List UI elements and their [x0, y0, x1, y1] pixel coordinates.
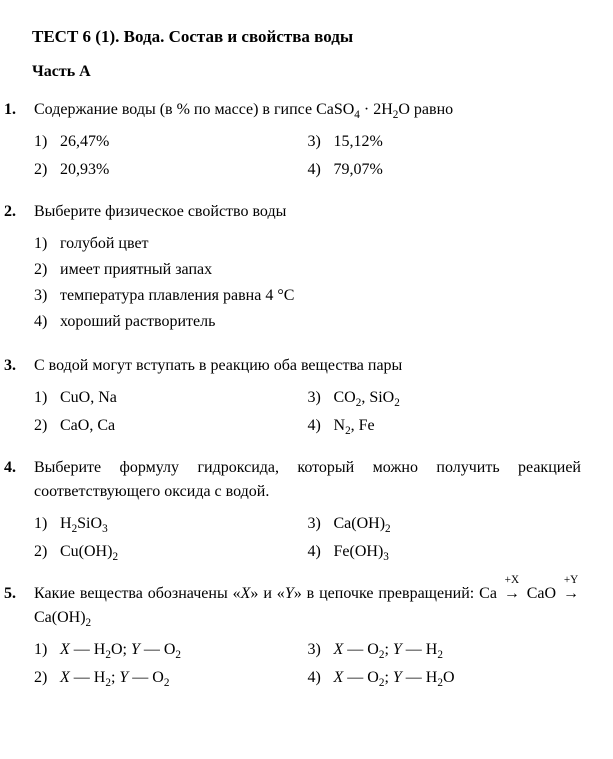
question-prompt: Какие вещества обозначены «X» и «Y» в це…: [34, 582, 581, 630]
option-number: 1): [34, 386, 60, 410]
question-number: 5.: [4, 582, 34, 690]
option-text: H2SiO3: [60, 512, 108, 536]
option-text: Ca(OH)2: [334, 512, 391, 536]
question: 1.Содержание воды (в % по массе) в гипсе…: [32, 98, 581, 182]
option-number: 2): [34, 158, 60, 182]
option: 3)Ca(OH)2: [308, 512, 582, 536]
option-text: 26,47%: [60, 130, 109, 154]
option: 2)Cu(OH)2: [34, 540, 308, 564]
test-title: ТЕСТ 6 (1). Вода. Состав и свойства воды: [32, 24, 581, 50]
option-text: 15,12%: [334, 130, 383, 154]
options-list: 1)H2SiO33)Ca(OH)22)Cu(OH)24)Fe(OH)3: [34, 512, 581, 564]
question: 3.С водой могут вступать в реакцию оба в…: [32, 354, 581, 438]
option-number: 1): [34, 232, 60, 256]
question: 4.Выберите формулу гидроксида, который м…: [32, 456, 581, 564]
question-body: С водой могут вступать в реакцию оба вещ…: [34, 354, 581, 438]
option-number: 2): [34, 414, 60, 438]
option-number: 2): [34, 666, 60, 690]
options-list: 1)X — H2O; Y — O23)X — O2; Y — H22)X — H…: [34, 638, 581, 690]
option: 2)X — H2; Y — O2: [34, 666, 308, 690]
options-list: 1)26,47%3)15,12%2)20,93%4)79,07%: [34, 130, 581, 182]
question-number: 4.: [4, 456, 34, 564]
option-text: X — O2; Y — H2: [334, 638, 443, 662]
option-number: 4): [308, 666, 334, 690]
option: 1)26,47%: [34, 130, 308, 154]
option-number: 4): [308, 158, 334, 182]
question-number: 1.: [4, 98, 34, 182]
option-text: X — H2; Y — O2: [60, 666, 169, 690]
option-number: 2): [34, 258, 60, 282]
option-number: 3): [308, 130, 334, 154]
option-number: 4): [308, 540, 334, 564]
option: 1)X — H2O; Y — O2: [34, 638, 308, 662]
option-number: 3): [34, 284, 60, 308]
options-list: 1)CuO, Na3)CO2, SiO22)CaO, Ca4)N2, Fe: [34, 386, 581, 438]
option-text: 20,93%: [60, 158, 109, 182]
question-prompt: Выберите формулу гидроксида, который мож…: [34, 456, 581, 504]
option: 4)хороший растворитель: [34, 310, 581, 334]
question-body: Выберите формулу гидроксида, который мож…: [34, 456, 581, 564]
question-body: Выберите физическое свойство воды 1)голуб…: [34, 200, 581, 336]
option-number: 2): [34, 540, 60, 564]
option-text: X — H2O; Y — O2: [60, 638, 181, 662]
question-number: 3.: [4, 354, 34, 438]
option: 3)15,12%: [308, 130, 582, 154]
option: 4)79,07%: [308, 158, 582, 182]
option: 1)H2SiO3: [34, 512, 308, 536]
question-body: Содержание воды (в % по массе) в гипсе C…: [34, 98, 581, 182]
option-text: CO2, SiO2: [334, 386, 400, 410]
option-text: 79,07%: [334, 158, 383, 182]
question-number: 2.: [4, 200, 34, 336]
option-text: температура плавления равна 4 °C: [60, 284, 294, 308]
option: 1)CuO, Na: [34, 386, 308, 410]
option-number: 3): [308, 638, 334, 662]
option-number: 4): [34, 310, 60, 334]
option-number: 1): [34, 130, 60, 154]
question: 5.Какие вещества обозначены «X» и «Y» в …: [32, 582, 581, 690]
option-text: Cu(OH)2: [60, 540, 118, 564]
option-number: 1): [34, 512, 60, 536]
option-number: 3): [308, 386, 334, 410]
option: 2)20,93%: [34, 158, 308, 182]
option-text: X — O2; Y — H2O: [334, 666, 455, 690]
option-number: 3): [308, 512, 334, 536]
question-prompt: С водой могут вступать в реакцию оба вещ…: [34, 354, 581, 378]
option: 3)температура плавления равна 4 °C: [34, 284, 581, 308]
question-body: Какие вещества обозначены «X» и «Y» в це…: [34, 582, 581, 690]
part-subtitle: Часть А: [32, 60, 581, 84]
option-number: 4): [308, 414, 334, 438]
option-number: 1): [34, 638, 60, 662]
options-list: 1)голубой цвет2)имеет приятный запах3)те…: [34, 232, 581, 334]
questions-container: 1.Содержание воды (в % по массе) в гипсе…: [32, 98, 581, 690]
option-text: голубой цвет: [60, 232, 149, 256]
option: 1)голубой цвет: [34, 232, 581, 256]
option-text: CuO, Na: [60, 386, 117, 410]
option: 3)X — O2; Y — H2: [308, 638, 582, 662]
option: 4)Fe(OH)3: [308, 540, 582, 564]
option-text: CaO, Ca: [60, 414, 115, 438]
option: 2)CaO, Ca: [34, 414, 308, 438]
option-text: Fe(OH)3: [334, 540, 389, 564]
question-prompt: Выберите физическое свойство воды: [34, 200, 581, 224]
option: 3)CO2, SiO2: [308, 386, 582, 410]
option: 4)X — O2; Y — H2O: [308, 666, 582, 690]
question: 2.Выберите физическое свойство воды1)гол…: [32, 200, 581, 336]
option-text: имеет приятный запах: [60, 258, 212, 282]
option-text: N2, Fe: [334, 414, 375, 438]
option-text: хороший растворитель: [60, 310, 215, 334]
option: 4)N2, Fe: [308, 414, 582, 438]
option: 2)имеет приятный запах: [34, 258, 581, 282]
question-prompt: Содержание воды (в % по массе) в гипсе C…: [34, 98, 581, 122]
